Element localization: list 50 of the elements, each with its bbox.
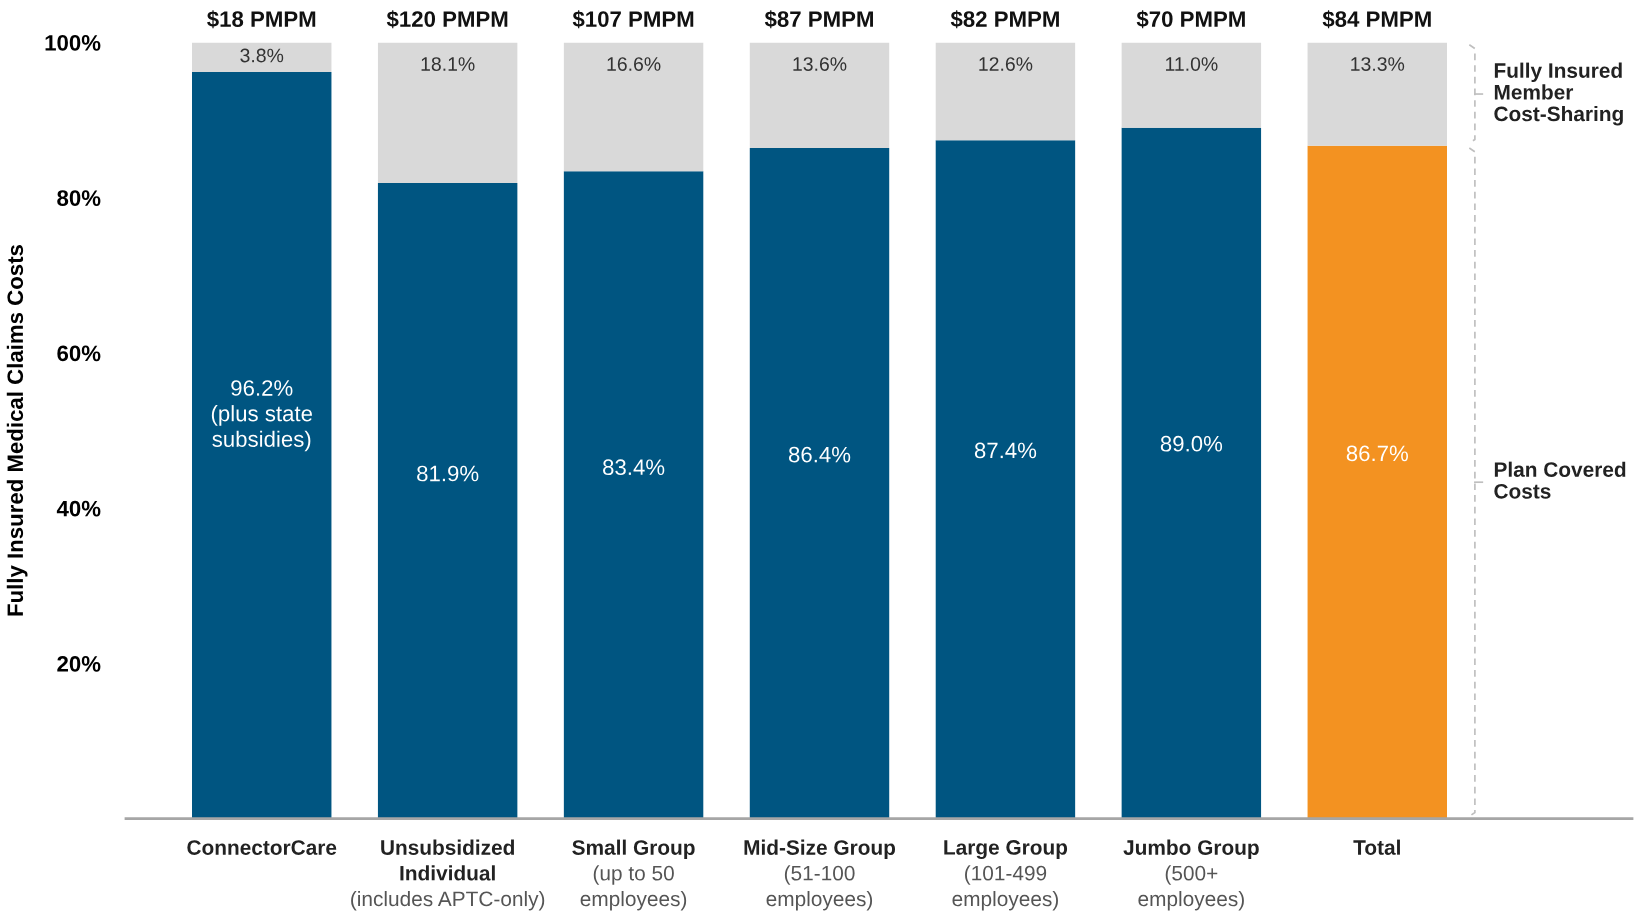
text: $82 PMPM — [950, 10, 1059, 29]
bar — [1307, 42, 1447, 146]
bar — [192, 42, 332, 72]
data-label: 11.0% — [1165, 57, 1218, 71]
x-tick-label: Large Group (101-499 employees) — [944, 840, 1068, 911]
text: $107 PMPM — [572, 10, 694, 29]
data-label: 81.9% — [417, 465, 479, 482]
text: Plan Covered Costs — [1494, 461, 1626, 499]
y-tick-label: 20% — [57, 656, 101, 672]
bar — [1121, 127, 1262, 819]
text: $18 PMPM — [207, 10, 316, 29]
text: $70 PMPM — [1136, 10, 1245, 29]
bar — [935, 140, 1076, 819]
data-label: 16.6% — [607, 57, 661, 71]
y-tick-label: 100% — [45, 34, 101, 51]
bar — [935, 42, 1076, 141]
bar — [1121, 42, 1262, 128]
x-tick-label: ConnectorCare — [187, 840, 337, 855]
data-label: 13.3% — [1351, 57, 1405, 71]
bar — [749, 42, 890, 148]
text: Fully Insured Member Cost-Sharing — [1494, 62, 1623, 126]
data-label: 18.1% — [421, 57, 475, 71]
y-tick-label: 60% — [57, 345, 101, 362]
bar — [192, 71, 332, 819]
data-label: 89.0% — [1160, 435, 1223, 452]
y-tick-label: 80% — [57, 190, 101, 206]
bar — [377, 182, 518, 819]
bar — [563, 171, 704, 819]
data-label: 87.4% — [974, 442, 1037, 459]
text: $84 PMPM — [1322, 10, 1431, 29]
data-label: 96.2% (plus state subsidies) — [211, 380, 312, 452]
x-tick-label: Small Group (up to 50 employees) — [572, 839, 695, 911]
x-tick-label: Total — [1353, 839, 1400, 855]
text: $120 PMPM — [386, 10, 508, 29]
bar — [563, 42, 704, 172]
x-tick-label: Unsubsidized Individual (includes APTC-only) — [351, 839, 545, 911]
bar — [377, 42, 518, 183]
x-tick-label: Jumbo Group (500+ employees) — [1123, 839, 1259, 911]
text: $87 PMPM — [764, 10, 873, 29]
data-label: 83.4% — [603, 459, 665, 476]
data-label: 12.6% — [979, 57, 1033, 71]
bar — [749, 147, 890, 819]
data-label: 86.4% — [788, 446, 851, 463]
bar — [1307, 145, 1447, 819]
x-tick-label: Mid-Size Group (51-100 employees) — [744, 839, 896, 911]
y-tick-label: 40% — [56, 500, 101, 517]
data-label: 86.7% — [1346, 445, 1408, 462]
data-label: 13.6% — [793, 57, 847, 71]
data-label: 3.8% — [240, 48, 284, 63]
y-axis-title: Fully Insured Medical Claims Costs — [6, 245, 28, 616]
